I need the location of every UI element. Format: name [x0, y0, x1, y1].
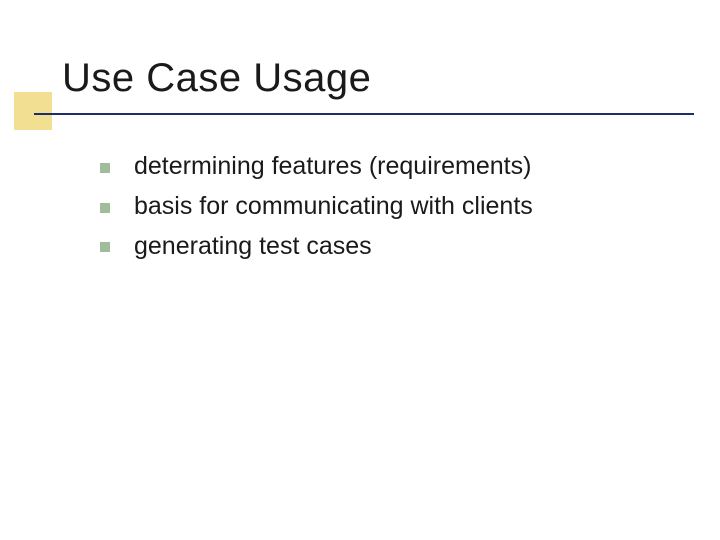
bullet-square-icon — [100, 203, 110, 213]
bullet-square-icon — [100, 242, 110, 252]
bullet-text: generating test cases — [134, 230, 372, 264]
bullet-text: basis for communicating with clients — [134, 190, 533, 224]
bullet-text: determining features (requirements) — [134, 150, 531, 184]
list-item: determining features (requirements) — [100, 150, 680, 184]
accent-square-icon — [14, 92, 52, 130]
bullet-list: determining features (requirements) basi… — [100, 150, 680, 269]
slide: Use Case Usage determining features (req… — [0, 0, 720, 540]
list-item: generating test cases — [100, 230, 680, 264]
title-underline — [34, 113, 694, 115]
slide-title: Use Case Usage — [62, 56, 371, 101]
list-item: basis for communicating with clients — [100, 190, 680, 224]
bullet-square-icon — [100, 163, 110, 173]
